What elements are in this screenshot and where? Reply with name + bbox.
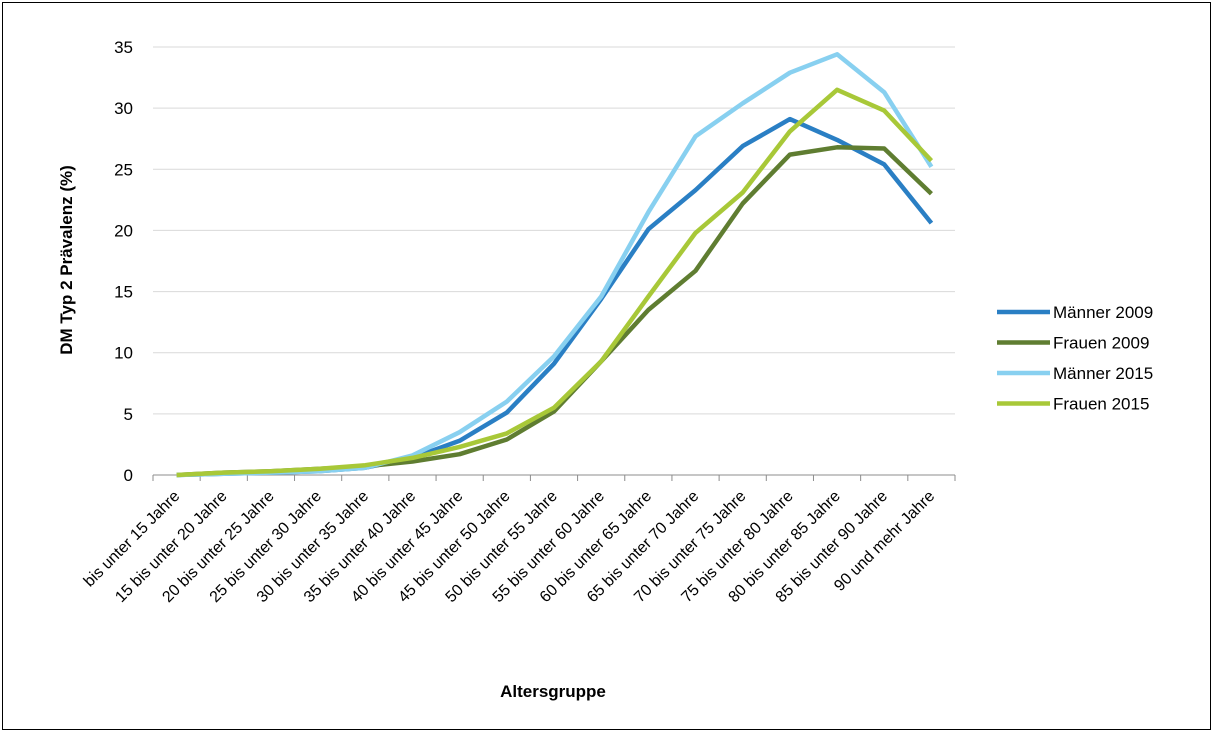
y-tick-label: 0: [124, 466, 133, 485]
legend-entry: Frauen 2009: [1053, 334, 1149, 353]
y-tick-label: 25: [114, 160, 133, 179]
y-tick-label: 15: [114, 283, 133, 302]
series-line-3: [176, 87, 934, 478]
x-axis: [152, 474, 956, 481]
y-tick-label: 5: [124, 405, 133, 424]
y-tick-label: 35: [114, 38, 133, 57]
series-line-1: [176, 145, 933, 478]
x-axis-title: Altersgruppe: [500, 682, 606, 701]
y-tick-label: 10: [114, 344, 133, 363]
y-axis-title: DM Typ 2 Prävalenz (%): [57, 165, 76, 355]
gridlines: [153, 46, 955, 415]
legend-entry: Männer 2015: [1053, 364, 1153, 383]
y-tick-label: 20: [114, 221, 133, 240]
legend: Männer 2009 Frauen 2009 Männer 2015 Frauen …: [997, 303, 1153, 414]
legend-entry: Männer 2009: [1053, 303, 1153, 322]
series-line-0: [176, 116, 934, 478]
y-tick-label: 30: [114, 99, 133, 118]
series-lines: [176, 52, 934, 478]
legend-entry: Frauen 2015: [1053, 395, 1149, 414]
y-axis-ticks: 0 5 10 15 20 25 30 35: [114, 38, 133, 485]
